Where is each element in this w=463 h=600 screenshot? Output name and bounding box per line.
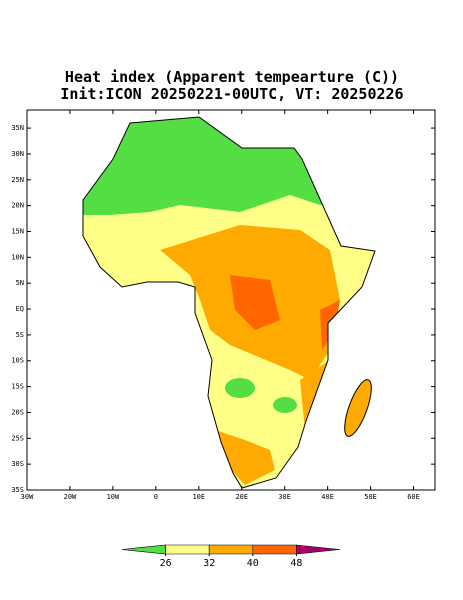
title: Heat index (Apparent tempearture (C)) <box>65 68 399 86</box>
lat-tick-label: 5S <box>16 331 24 339</box>
coastline <box>82 116 376 489</box>
lat-tick-label: 15N <box>11 227 24 235</box>
colorbar-label: 48 <box>290 558 302 569</box>
lat-tick-label: 25N <box>11 176 24 184</box>
lat-tick-label: 10S <box>11 357 24 365</box>
lat-tick-label: 35N <box>11 124 24 132</box>
colorbar-bin <box>208 544 254 555</box>
lon-tick-label: 40E <box>321 493 334 501</box>
lon-tick-label: 10E <box>192 493 205 501</box>
lat-tick-label: 20N <box>11 202 24 210</box>
madagascar <box>344 379 372 437</box>
lon-tick-label: 10W <box>107 493 120 501</box>
lon-tick-label: 30W <box>21 493 34 501</box>
colorbar-bin <box>252 544 297 555</box>
lat-tick-label: 25S <box>11 434 24 442</box>
colorbar-label: 26 <box>160 558 172 569</box>
map-frame <box>26 109 436 491</box>
lon-tick-label: 20W <box>64 493 77 501</box>
lon-tick-label: 20E <box>235 493 248 501</box>
lat-tick-label: 35S <box>11 486 24 494</box>
subtitle: Init:ICON 20250221-00UTC, VT: 20250226 <box>60 85 403 103</box>
colorbar-label: 32 <box>203 558 215 569</box>
lon-tick-label: 30E <box>278 493 291 501</box>
lat-tick-label: 10N <box>11 253 24 261</box>
lat-tick-label: 15S <box>11 383 24 391</box>
lat-tick-label: EQ <box>16 305 24 313</box>
lat-tick-label: 5N <box>16 279 24 287</box>
lon-tick-label: 50E <box>364 493 377 501</box>
colorbar-bin <box>165 544 210 555</box>
lat-tick-label: 30N <box>11 150 24 158</box>
africa-field <box>83 117 375 488</box>
lon-tick-label: 60E <box>407 493 420 501</box>
lon-tick-label: 0 <box>154 493 158 501</box>
colorbar-bin <box>121 544 166 555</box>
lat-tick-label: 20S <box>11 408 24 416</box>
lat-tick-label: 30S <box>11 460 24 468</box>
colorbar-bin <box>296 544 341 555</box>
colorbar-label: 40 <box>247 558 259 569</box>
